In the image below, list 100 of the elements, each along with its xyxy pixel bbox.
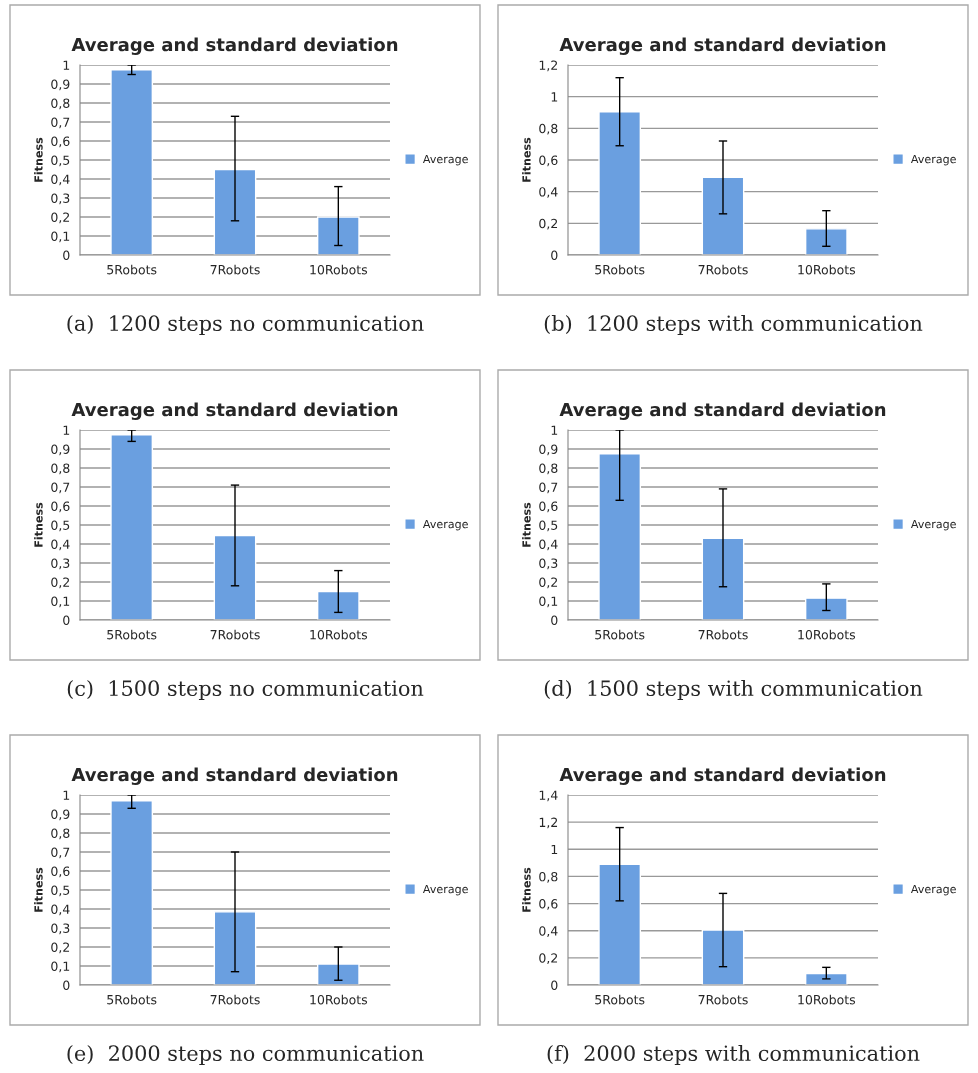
y-tick-label: 0,1 [539, 596, 558, 608]
y-tick-label: 1 [551, 844, 558, 855]
y-tick-label: 0,6 [51, 136, 70, 148]
bar [598, 863, 642, 985]
bar [213, 534, 257, 620]
x-tick-label: 10Robots [798, 629, 856, 640]
y-axis-title: Fitness [34, 137, 43, 182]
y-tick-label: 0,5 [51, 885, 70, 897]
y-tick-label: 0,3 [51, 558, 70, 570]
legend-label: Average [910, 884, 956, 896]
y-tick-label: 0,5 [51, 155, 70, 167]
bar [701, 929, 745, 985]
y-axis-title: Fitness [522, 502, 531, 547]
y-tick-label: 0,2 [539, 953, 558, 965]
y-tick-label: 0,4 [539, 187, 558, 198]
x-tick-label: 10Robots [798, 994, 856, 1005]
y-tick-label: 0,6 [51, 866, 70, 878]
x-tick-label: 7Robots [698, 264, 748, 275]
x-tick-label: 10Robots [310, 629, 368, 640]
y-tick-label: 0,7 [51, 482, 70, 494]
legend-label: Average [910, 154, 956, 166]
y-tick-label: 0,2 [51, 212, 70, 224]
y-tick-label: 0,7 [539, 482, 558, 494]
y-tick-label: 0,8 [539, 123, 558, 135]
y-tick-label: 0 [551, 980, 558, 990]
bar [804, 972, 848, 985]
x-tick-label: 5Robots [107, 264, 157, 275]
x-tick-label: 5Robots [595, 264, 645, 275]
y-tick-label: 0,2 [539, 577, 558, 589]
x-tick-label: 7Robots [210, 629, 260, 640]
y-tick-label: 1,4 [539, 790, 558, 802]
chart-title: Average and standard deviation [559, 402, 886, 421]
text: (e) 2000 steps no communication [67, 1044, 424, 1066]
y-tick-label: 0,8 [51, 828, 70, 840]
bar [316, 590, 360, 620]
y-tick-label: 1 [63, 60, 70, 70]
chart-title: Average and standard deviation [71, 402, 398, 421]
y-tick-label: 0,1 [51, 596, 70, 608]
chart-title: Average and standard deviation [71, 37, 398, 56]
y-tick-label: 0,8 [539, 463, 558, 475]
y-tick-label: 0,2 [539, 218, 558, 230]
x-tick-label: 7Robots [698, 994, 748, 1005]
y-tick-label: 0 [551, 615, 558, 625]
x-tick-label: 7Robots [210, 994, 260, 1005]
y-tick-label: 1 [551, 92, 558, 102]
y-tick-label: 0,1 [51, 231, 70, 243]
chart-title: Average and standard deviation [71, 767, 398, 786]
legend-label: Average [422, 154, 468, 166]
x-tick-label: 10Robots [798, 264, 856, 275]
y-tick-label: 0,7 [51, 117, 70, 129]
bar [110, 69, 154, 255]
y-axis-title: Fitness [522, 867, 531, 912]
text: (b) 1200 steps with communication [544, 314, 923, 336]
y-tick-label: 1,2 [539, 817, 558, 829]
y-tick-label: 0,4 [539, 539, 558, 551]
y-tick-label: 0,9 [539, 444, 558, 456]
bar [316, 216, 360, 255]
x-tick-label: 5Robots [595, 629, 645, 640]
y-tick-label: 0 [551, 250, 558, 260]
y-tick-label: 0,4 [539, 926, 558, 937]
y-tick-label: 0,2 [51, 942, 70, 954]
x-tick-label: 5Robots [107, 994, 157, 1005]
y-tick-label: 0,8 [539, 871, 558, 883]
y-tick-label: 0,4 [51, 904, 70, 916]
y-tick-label: 1 [551, 425, 558, 435]
bar [804, 597, 848, 620]
text: (d) 1500 steps with communication [544, 679, 923, 701]
y-tick-label: 0,6 [539, 501, 558, 513]
y-tick-label: 0,9 [51, 809, 70, 821]
y-tick-label: 0,4 [51, 539, 70, 551]
legend-label: Average [910, 519, 956, 531]
y-tick-label: 0,4 [51, 174, 70, 186]
y-tick-label: 1,2 [539, 60, 558, 72]
x-tick-label: 7Robots [210, 264, 260, 275]
y-axis-title: Fitness [34, 867, 43, 912]
y-tick-label: 0,1 [51, 961, 70, 973]
bar [110, 434, 154, 620]
text: (c) 1500 steps no communication [67, 679, 424, 701]
bar [804, 228, 848, 255]
y-tick-label: 1 [63, 425, 70, 435]
y-tick-label: 0,5 [51, 520, 70, 532]
y-tick-label: 0,6 [539, 899, 558, 910]
y-tick-label: 0,6 [539, 155, 558, 167]
bar [701, 537, 745, 620]
bar [213, 168, 257, 255]
x-tick-label: 5Robots [107, 629, 157, 640]
y-tick-label: 0,7 [51, 847, 70, 859]
y-tick-label: 1 [63, 790, 70, 800]
bar [598, 453, 642, 620]
bar [316, 963, 360, 985]
bar [701, 176, 745, 255]
x-tick-label: 10Robots [310, 264, 368, 275]
x-tick-label: 7Robots [698, 629, 748, 640]
text: (a) 1200 steps no communication [67, 314, 424, 336]
legend-label: Average [422, 519, 468, 531]
y-tick-label: 0 [63, 250, 70, 260]
y-tick-label: 0,3 [51, 193, 70, 205]
y-tick-label: 0,2 [51, 577, 70, 589]
y-tick-label: 0 [63, 980, 70, 990]
text: (f) 2000 steps with communication [547, 1044, 920, 1066]
